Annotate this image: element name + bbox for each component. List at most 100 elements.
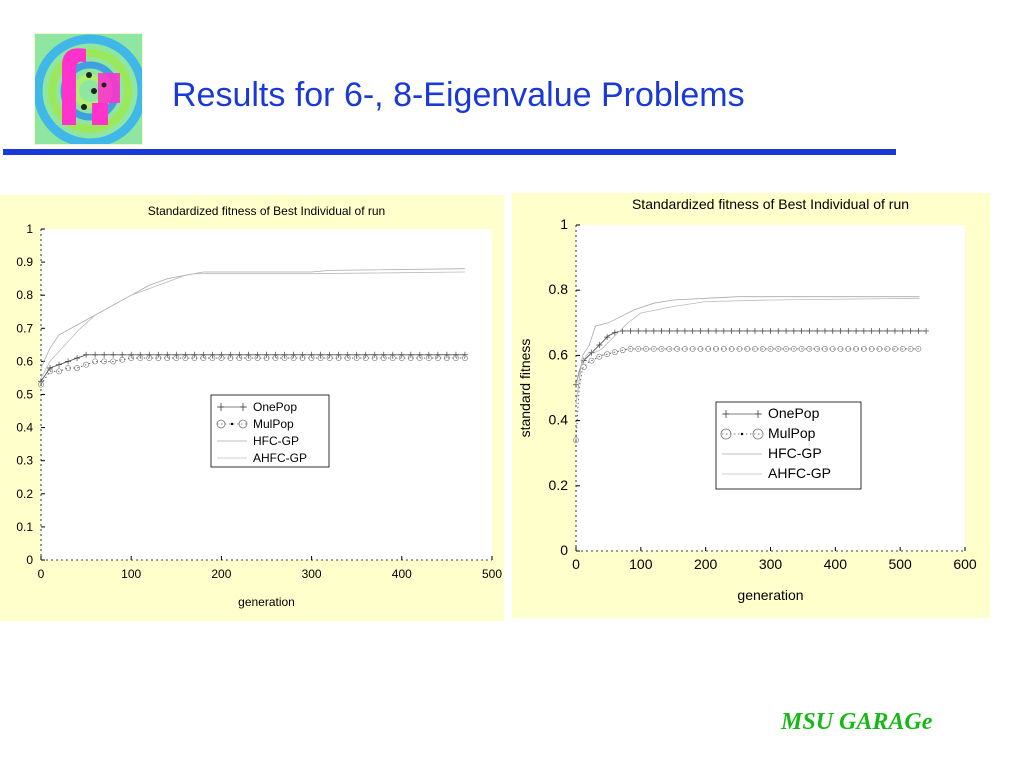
- plus-marker: [317, 351, 324, 358]
- plus-marker: [923, 327, 930, 334]
- y-tick-label: 0.5: [16, 388, 33, 402]
- plus-marker: [38, 378, 44, 385]
- circle-marker: [627, 345, 634, 352]
- circle-marker: [713, 345, 719, 352]
- legend-label: OnePop: [253, 400, 297, 414]
- plus-marker: [845, 327, 852, 334]
- circle-marker: [191, 355, 198, 361]
- circle-marker: [443, 355, 450, 361]
- circle-marker: [218, 355, 225, 361]
- plus-marker: [837, 327, 844, 334]
- plus-marker: [146, 351, 153, 358]
- chart-title: Standardized fitness of Best Individual …: [148, 204, 385, 218]
- series-mulpop: [38, 355, 468, 388]
- plus-marker: [173, 351, 180, 358]
- circle-marker: [759, 345, 766, 352]
- circle-marker: [326, 355, 333, 361]
- plus-marker: [416, 351, 423, 358]
- circle-marker: [674, 345, 681, 352]
- circle-marker: [596, 353, 603, 360]
- circle-marker: [182, 355, 189, 361]
- legend: OnePop MulPop HFC-GP AHFC-GP: [715, 401, 862, 490]
- x-tick-label: 200: [694, 556, 718, 572]
- plus-marker: [164, 351, 171, 358]
- legend-box: [715, 401, 862, 490]
- series-line: [40, 268, 465, 369]
- y-tick-label: 1: [26, 222, 33, 236]
- series-line: [575, 296, 920, 405]
- circle-marker: [666, 345, 673, 352]
- plot-area: [576, 225, 965, 551]
- circle-marker: [860, 345, 867, 352]
- plus-marker: [137, 351, 144, 358]
- circle-marker: [362, 355, 369, 361]
- circle-marker: [588, 357, 595, 364]
- circle-marker: [635, 345, 642, 352]
- legend-label: MulPop: [768, 425, 816, 441]
- circle-marker: [822, 345, 828, 352]
- circle-marker: [643, 345, 649, 352]
- plus-marker: [588, 349, 595, 356]
- plus-marker: [666, 327, 673, 334]
- circle-marker: [697, 345, 704, 352]
- plus-marker: [272, 351, 279, 358]
- circle-marker: [783, 345, 789, 352]
- legend-label: HFC-GP: [768, 445, 822, 461]
- plus-marker: [281, 351, 288, 358]
- series-ahfc-gp: [575, 297, 920, 385]
- circle-marker: [47, 368, 53, 375]
- circle-marker: [853, 345, 859, 352]
- y-tick-label: 0.8: [549, 281, 569, 297]
- plus-marker: [860, 327, 867, 334]
- legend-label: HFC-GP: [253, 434, 299, 448]
- circle-marker: [806, 345, 813, 352]
- circle-marker: [829, 345, 836, 352]
- garage-logo: [34, 33, 143, 145]
- legend-circle-marker: [216, 419, 226, 429]
- slide-title: Results for 6-, 8-Eigenvalue Problems: [172, 76, 745, 114]
- plus-marker: [868, 327, 875, 334]
- plus-marker: [611, 329, 618, 336]
- plus-marker: [853, 327, 860, 334]
- y-tick-label: 1: [560, 216, 568, 232]
- circle-marker: [83, 361, 89, 368]
- circle-marker: [425, 355, 432, 361]
- x-tick-label: 100: [121, 567, 141, 581]
- plus-marker: [674, 327, 681, 334]
- y-tick-label: 0.4: [16, 421, 33, 435]
- series-hfc-gp: [40, 268, 465, 369]
- circle-marker: [767, 345, 774, 352]
- x-tick-label: 0: [572, 556, 580, 572]
- plus-marker: [101, 351, 108, 358]
- plus-marker: [806, 327, 813, 334]
- plus-marker: [814, 327, 821, 334]
- series-line: [40, 357, 465, 385]
- circle-marker: [892, 345, 898, 352]
- y-axis-label: standard fitness: [517, 339, 533, 438]
- circle-marker: [146, 355, 153, 361]
- plus-marker: [218, 351, 225, 358]
- legend-label: MulPop: [253, 417, 294, 431]
- y-tick-label: 0.2: [549, 477, 569, 493]
- fitness-chart-6-eigenvalue: Standardized fitness of Best Individual …: [16, 204, 502, 609]
- circle-marker: [612, 349, 618, 356]
- circle-marker: [74, 365, 80, 371]
- plus-marker: [182, 351, 189, 358]
- plus-marker: [209, 351, 216, 358]
- circle-marker: [876, 345, 883, 352]
- plus-marker: [227, 351, 234, 358]
- plus-marker: [759, 327, 766, 334]
- y-tick-label: 0.3: [16, 454, 33, 468]
- circle-marker: [434, 355, 441, 361]
- plus-marker: [650, 327, 657, 334]
- plus-marker: [362, 351, 369, 358]
- circle-marker: [775, 345, 782, 352]
- legend-label: OnePop: [768, 405, 820, 421]
- series-onepop: [38, 351, 468, 385]
- circle-marker: [92, 358, 99, 365]
- y-tick-label: 0.8: [16, 288, 33, 302]
- circle-marker: [173, 355, 180, 361]
- y-tick-label: 0: [560, 542, 568, 558]
- plus-marker: [110, 351, 117, 358]
- circle-marker: [38, 381, 44, 388]
